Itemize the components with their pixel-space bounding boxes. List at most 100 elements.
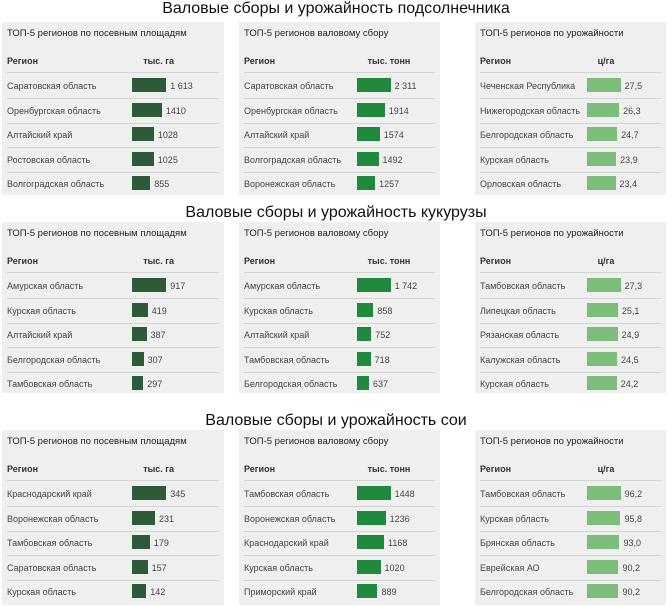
- value-cell: 24,5: [621, 354, 639, 365]
- bar: [132, 510, 155, 525]
- value-cell: 917: [170, 281, 186, 291]
- row-divider: [7, 555, 219, 556]
- value-cell: 1914: [388, 105, 409, 116]
- region-cell: Саратовская область: [7, 81, 97, 91]
- bar: [356, 486, 391, 500]
- row-divider: [7, 506, 219, 507]
- value-cell: 93,0: [623, 538, 641, 548]
- row-divider: [7, 272, 219, 273]
- region-cell: Алтайский край: [244, 330, 310, 340]
- bar: [586, 510, 621, 525]
- row-divider: [7, 480, 219, 481]
- row-divider: [480, 506, 661, 507]
- header-cell: Регион: [480, 256, 511, 266]
- bar: [356, 535, 385, 549]
- table-panel: [2, 222, 224, 393]
- bar: [356, 102, 385, 117]
- region-cell: Саратовская область: [244, 81, 334, 91]
- value-cell: 179: [153, 538, 169, 548]
- region-cell: Курская область: [480, 513, 549, 524]
- table-panel: [475, 222, 666, 393]
- row-divider: [7, 72, 219, 73]
- table-title: ТОП-5 регионов валовому сбору: [244, 436, 389, 447]
- region-cell: Орловская область: [480, 179, 562, 189]
- value-cell: 718: [374, 354, 390, 365]
- region-cell: Алтайский край: [7, 330, 73, 340]
- region-cell: Приморский край: [244, 587, 317, 597]
- row-divider: [7, 122, 219, 124]
- value-cell: 1 613: [170, 81, 193, 91]
- value-cell: 419: [151, 305, 167, 316]
- value-cell: 889: [381, 587, 397, 597]
- value-cell: 26,3: [623, 105, 641, 116]
- bar: [586, 176, 616, 190]
- header-cell: Регион: [7, 464, 38, 474]
- bar: [586, 78, 621, 92]
- value-cell: 1574: [383, 130, 404, 140]
- value-cell: 90,2: [622, 562, 640, 573]
- bar: [356, 510, 386, 525]
- bar: [132, 535, 150, 549]
- row-divider: [480, 98, 661, 99]
- region-cell: Амурская область: [7, 281, 84, 291]
- bar: [132, 327, 147, 341]
- region-cell: Курская область: [244, 305, 313, 316]
- row-divider: [480, 555, 661, 556]
- value-cell: 858: [377, 305, 393, 316]
- row-divider: [480, 147, 661, 148]
- value-cell: 1025: [157, 154, 178, 165]
- row-divider: [244, 530, 435, 532]
- row-divider: [7, 579, 219, 581]
- header-cell: тыс. тонн: [367, 464, 411, 474]
- bar: [356, 127, 380, 141]
- region-cell: Тамбовская область: [244, 354, 330, 365]
- bar: [356, 376, 370, 390]
- row-divider: [244, 371, 435, 373]
- value-cell: 752: [375, 330, 391, 340]
- row-divider: [244, 272, 435, 273]
- table-title: ТОП-5 регионов по посевным площадям: [7, 436, 187, 447]
- value-cell: 307: [147, 354, 163, 365]
- row-divider: [244, 98, 435, 99]
- row-divider: [480, 371, 661, 373]
- bar: [586, 535, 620, 549]
- bar: [356, 351, 371, 366]
- value-cell: 25,1: [621, 305, 640, 316]
- table-panel: [475, 22, 666, 195]
- row-divider: [7, 347, 219, 348]
- bar: [586, 351, 618, 366]
- region-cell: Курская область: [244, 562, 313, 573]
- bar: [356, 302, 374, 317]
- table-panel: [2, 22, 224, 195]
- bar: [586, 151, 617, 166]
- region-cell: Тамбовская область: [244, 489, 330, 499]
- region-cell: Белгородская область: [7, 354, 101, 365]
- region-cell: Оренбургская область: [7, 105, 101, 116]
- value-cell: 1492: [382, 154, 403, 165]
- row-divider: [480, 347, 661, 348]
- header-cell: тыс. тонн: [367, 56, 411, 66]
- row-divider: [7, 147, 219, 148]
- table-panel: [2, 430, 224, 605]
- value-cell: 387: [150, 330, 166, 340]
- header-cell: ц/га: [597, 464, 615, 474]
- row-divider: [7, 298, 219, 299]
- table-title: ТОП-5 регионов по урожайности: [480, 228, 624, 239]
- value-cell: 23,4: [619, 179, 638, 189]
- region-cell: Краснодарский край: [7, 489, 92, 499]
- value-cell: 1020: [384, 562, 405, 573]
- value-cell: 1448: [394, 489, 415, 499]
- region-cell: Чеченская Республика: [480, 81, 576, 91]
- header-cell: Регион: [7, 256, 38, 266]
- bar: [132, 486, 167, 500]
- value-cell: 90,2: [622, 587, 640, 597]
- section-title: Валовые сборы и урожайность кукурузы: [185, 204, 487, 221]
- row-divider: [480, 322, 661, 324]
- region-cell: Курская область: [7, 587, 76, 597]
- bar: [586, 486, 621, 500]
- row-divider: [7, 322, 219, 324]
- bar: [132, 176, 151, 190]
- row-divider: [244, 171, 435, 173]
- value-cell: 231: [158, 513, 174, 524]
